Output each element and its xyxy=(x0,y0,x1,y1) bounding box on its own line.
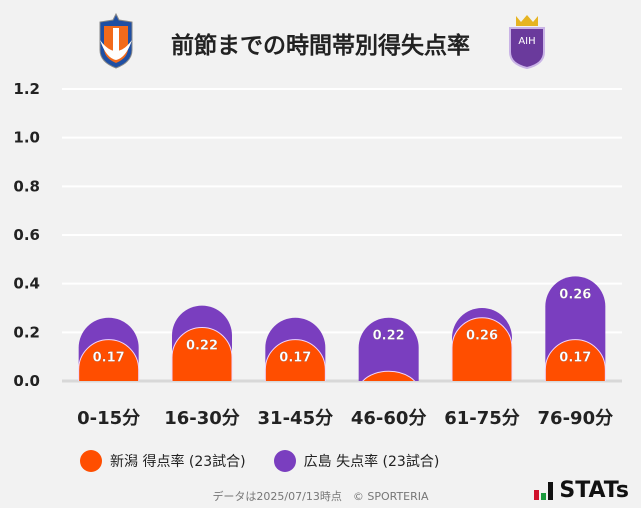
bar-niigata-scored[interactable] xyxy=(451,317,513,411)
brand-text: STATs xyxy=(559,478,629,503)
bar-niigata-scored[interactable] xyxy=(264,339,326,411)
svg-text:AIH: AIH xyxy=(518,36,535,47)
data-label-niigata: 0.22 xyxy=(186,338,218,353)
y-tick-label: 1.2 xyxy=(13,80,40,98)
x-tick-label: 0-15分 xyxy=(77,408,140,429)
y-tick-label: 0.8 xyxy=(13,177,40,195)
legend-swatch-purple xyxy=(273,450,296,472)
bar-niigata-scored[interactable] xyxy=(171,326,233,411)
y-tick-label: 0.0 xyxy=(13,372,40,390)
data-label-hiroshima: 0.22 xyxy=(373,329,405,344)
data-label-niigata: 0.17 xyxy=(279,351,311,366)
legend: 新潟 得点率 (23試合) 広島 失点率 (23試合) xyxy=(80,450,439,472)
data-label-niigata: 0.26 xyxy=(466,329,498,344)
legend-item-hiroshima[interactable]: 広島 失点率 (23試合) xyxy=(273,450,440,472)
chart-title: 前節までの時間帯別得失点率 xyxy=(171,33,470,59)
data-label-niigata: 0.17 xyxy=(93,351,125,366)
bar-niigata-scored[interactable] xyxy=(544,339,606,411)
legend-label: 広島 失点率 (23試合) xyxy=(303,454,440,470)
y-tick-label: 0.4 xyxy=(13,275,40,293)
bar-niigata-scored[interactable] xyxy=(78,339,140,411)
bar-hiroshima-conceded[interactable] xyxy=(358,317,419,411)
x-tick-label: 61-75分 xyxy=(444,408,520,429)
data-label-niigata: 0.17 xyxy=(559,351,591,366)
stats-brand: STATs xyxy=(534,478,629,503)
data-label-hiroshima: 0.26 xyxy=(559,287,591,302)
hiroshima-logo: AIH xyxy=(504,12,550,74)
y-tick-label: 0.6 xyxy=(13,226,40,244)
x-tick-label: 76-90分 xyxy=(538,408,614,429)
x-tick-label: 46-60分 xyxy=(351,408,427,429)
x-tick-label: 16-30分 xyxy=(164,408,240,429)
bar-niigata-scored[interactable] xyxy=(359,370,419,411)
niigata-logo xyxy=(96,12,136,74)
legend-item-niigata[interactable]: 新潟 得点率 (23試合) xyxy=(80,450,246,472)
legend-swatch-orange xyxy=(80,450,102,472)
y-tick-label: 0.2 xyxy=(13,323,40,341)
chart: 0.0 0.2 0.4 0.6 0.8 1.0 1.2 0.17 0-15分 0.22 16-30分… xyxy=(13,80,622,429)
legend-label: 新潟 得点率 (23試合) xyxy=(110,454,246,470)
x-tick-label: 31-45分 xyxy=(258,408,334,429)
stats-logo-icon xyxy=(534,481,554,500)
y-tick-label: 1.0 xyxy=(13,129,40,147)
footer-note: データは2025/07/13時点 © SPORTERIA xyxy=(212,490,429,503)
